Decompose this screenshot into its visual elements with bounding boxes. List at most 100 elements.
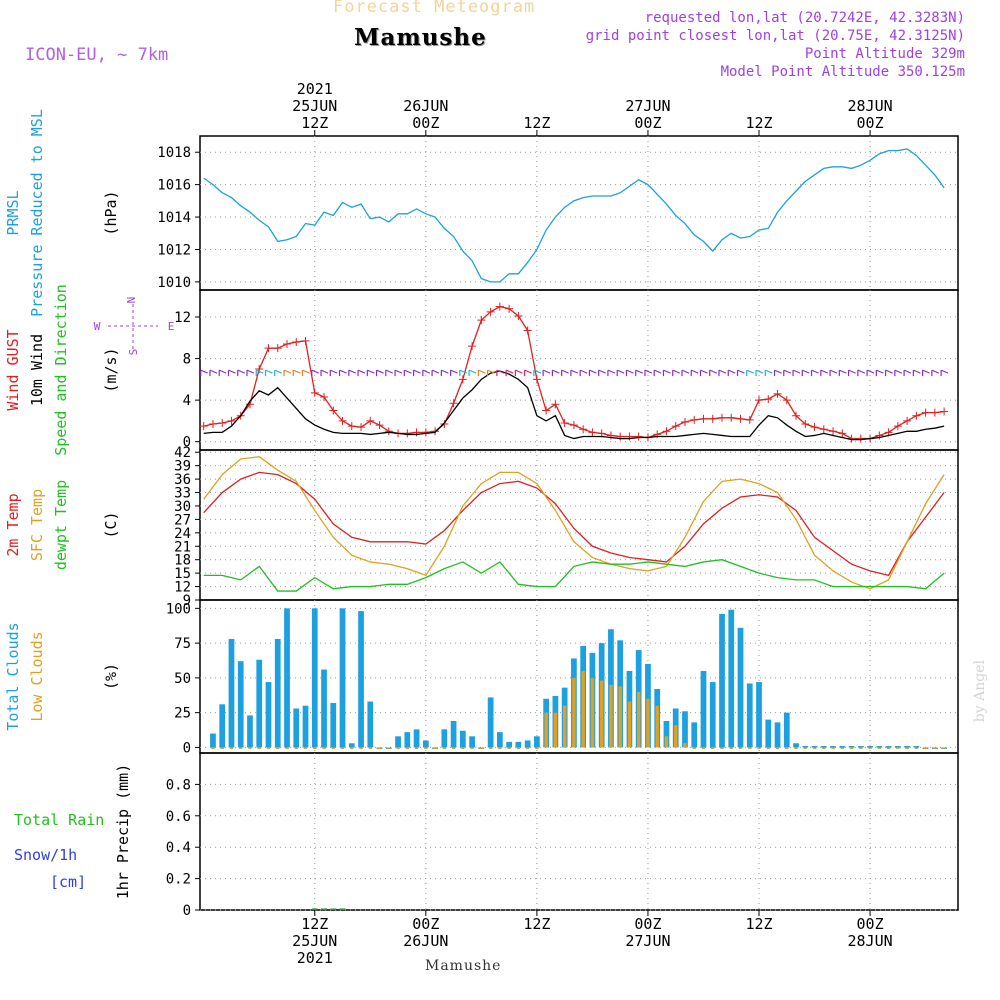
clouds-ytick-label: 100	[166, 601, 191, 617]
clouds-series-1-bar	[451, 747, 456, 749]
clouds-series-0-bar	[330, 702, 337, 748]
wind-direction-arrow	[431, 369, 440, 377]
clouds-series-0-bar	[885, 746, 892, 748]
top-time-label: 00Z	[412, 114, 439, 132]
clouds-series-1-bar	[738, 747, 743, 749]
clouds-series-0-bar	[867, 746, 873, 748]
gust-marker	[468, 342, 477, 351]
wind-direction-arrow	[773, 369, 782, 377]
clouds-series-0-bar	[709, 682, 716, 748]
gust-marker	[819, 425, 828, 434]
wind-direction-arrow	[487, 369, 495, 377]
compass-south: S	[127, 349, 140, 356]
clouds-series-0-bar	[876, 746, 883, 748]
clouds-series-1-bar	[766, 747, 770, 749]
gust-marker	[903, 416, 912, 425]
clouds-series-1-bar	[673, 725, 678, 748]
wind-direction-arrow	[274, 369, 282, 377]
wind-axis-label: Speed and Direction	[52, 284, 70, 456]
clouds-series-1-bar	[229, 747, 234, 749]
clouds-series-0-bar	[774, 722, 781, 748]
gust-marker	[282, 340, 291, 349]
wind-direction-arrow	[662, 369, 671, 377]
gust-marker	[366, 416, 375, 425]
precip-axis-label: 1hr Precip (mm)	[114, 764, 132, 899]
temperature-ytick-label: 27	[174, 512, 191, 528]
clouds-ytick-label: 75	[174, 636, 191, 652]
clouds-series-0-bar	[506, 741, 512, 748]
gust-marker	[384, 427, 393, 436]
wind-direction-arrow	[838, 369, 847, 377]
wind-direction-arrow	[755, 369, 764, 377]
wind-series-1-line	[203, 370, 945, 441]
clouds-series-1-bar	[368, 747, 373, 749]
clouds-series-1-bar	[683, 743, 687, 748]
clouds-series-1-bar	[405, 747, 410, 749]
gust-marker	[856, 434, 865, 443]
clouds-series-1-bar	[257, 747, 261, 749]
clouds-series-0-bar	[830, 746, 836, 748]
precip-legend-label: Total Rain	[14, 811, 104, 829]
clouds-series-1-bar	[470, 747, 474, 749]
clouds-series-1-bar	[424, 747, 428, 749]
gust-marker	[412, 428, 421, 437]
meteogram-label: Forecast Meteogram	[333, 0, 536, 17]
wind-direction-arrow	[912, 369, 921, 377]
wind-direction-arrow	[718, 369, 727, 377]
clouds-series-1-bar	[803, 747, 808, 749]
wind-direction-arrow	[449, 369, 458, 377]
clouds-series-1-bar	[942, 747, 946, 749]
clouds-axis-label: (%)	[102, 663, 120, 690]
gust-marker	[218, 418, 227, 427]
clouds-series-1-bar	[479, 747, 484, 749]
gust-marker	[745, 415, 754, 424]
clouds-series-1-bar	[387, 747, 391, 749]
top-time-label: 12Z	[523, 114, 550, 132]
wind-direction-arrow	[542, 369, 551, 377]
temperature-ytick-label: 30	[174, 499, 191, 515]
temperature-ytick-label: 24	[174, 526, 191, 542]
wind-direction-arrow	[283, 369, 292, 377]
clouds-series-1-bar	[785, 747, 789, 749]
wind-direction-arrow	[570, 369, 579, 377]
clouds-series-0-bar	[265, 682, 272, 748]
wind-direction-arrow	[736, 369, 745, 377]
pressure-ytick-label: 1012	[157, 242, 191, 258]
precip-series-0-bar	[330, 908, 337, 910]
clouds-series-0-bar	[783, 712, 790, 748]
pressure-frame	[199, 135, 959, 291]
clouds-series-1-bar	[396, 747, 400, 749]
wind-ytick-label: 0	[183, 435, 191, 451]
clouds-series-1-bar	[609, 684, 613, 748]
precip-legend-label: Snow/1h	[14, 846, 77, 864]
top-time-label: 12Z	[745, 114, 772, 132]
wind-direction-arrow	[209, 369, 218, 377]
gust-marker	[801, 420, 810, 429]
temperature-ytick-label: 36	[174, 472, 191, 488]
gust-marker	[579, 425, 588, 434]
wind-direction-arrow	[857, 369, 866, 377]
clouds-series-0-bar	[256, 659, 263, 748]
temperature-axis-label: SFC Temp	[28, 489, 46, 561]
wind-direction-arrow	[255, 369, 264, 377]
clouds-series-1-bar	[923, 747, 928, 749]
gust-marker	[634, 432, 643, 441]
clouds-series-1-bar	[276, 747, 280, 749]
clouds-series-0-bar	[913, 746, 920, 748]
pressure-ytick-label: 1010	[157, 275, 191, 291]
clouds-series-0-bar	[515, 741, 522, 748]
wind-direction-arrow	[468, 369, 477, 377]
clouds-series-0-bar	[348, 743, 355, 748]
clouds-series-0-bar	[469, 736, 475, 748]
clouds-series-0-bar	[247, 715, 253, 748]
clouds-series-0-bar	[719, 613, 725, 748]
top-time-label: 00Z	[857, 114, 884, 132]
clouds-series-0-bar	[524, 740, 531, 748]
wind-direction-arrow	[653, 369, 662, 377]
clouds-series-1-bar	[664, 736, 669, 748]
clouds-series-0-bar	[848, 746, 855, 748]
wind-direction-arrow	[847, 369, 856, 377]
clouds-series-1-bar	[729, 747, 733, 749]
clouds-series-1-bar	[285, 747, 289, 749]
